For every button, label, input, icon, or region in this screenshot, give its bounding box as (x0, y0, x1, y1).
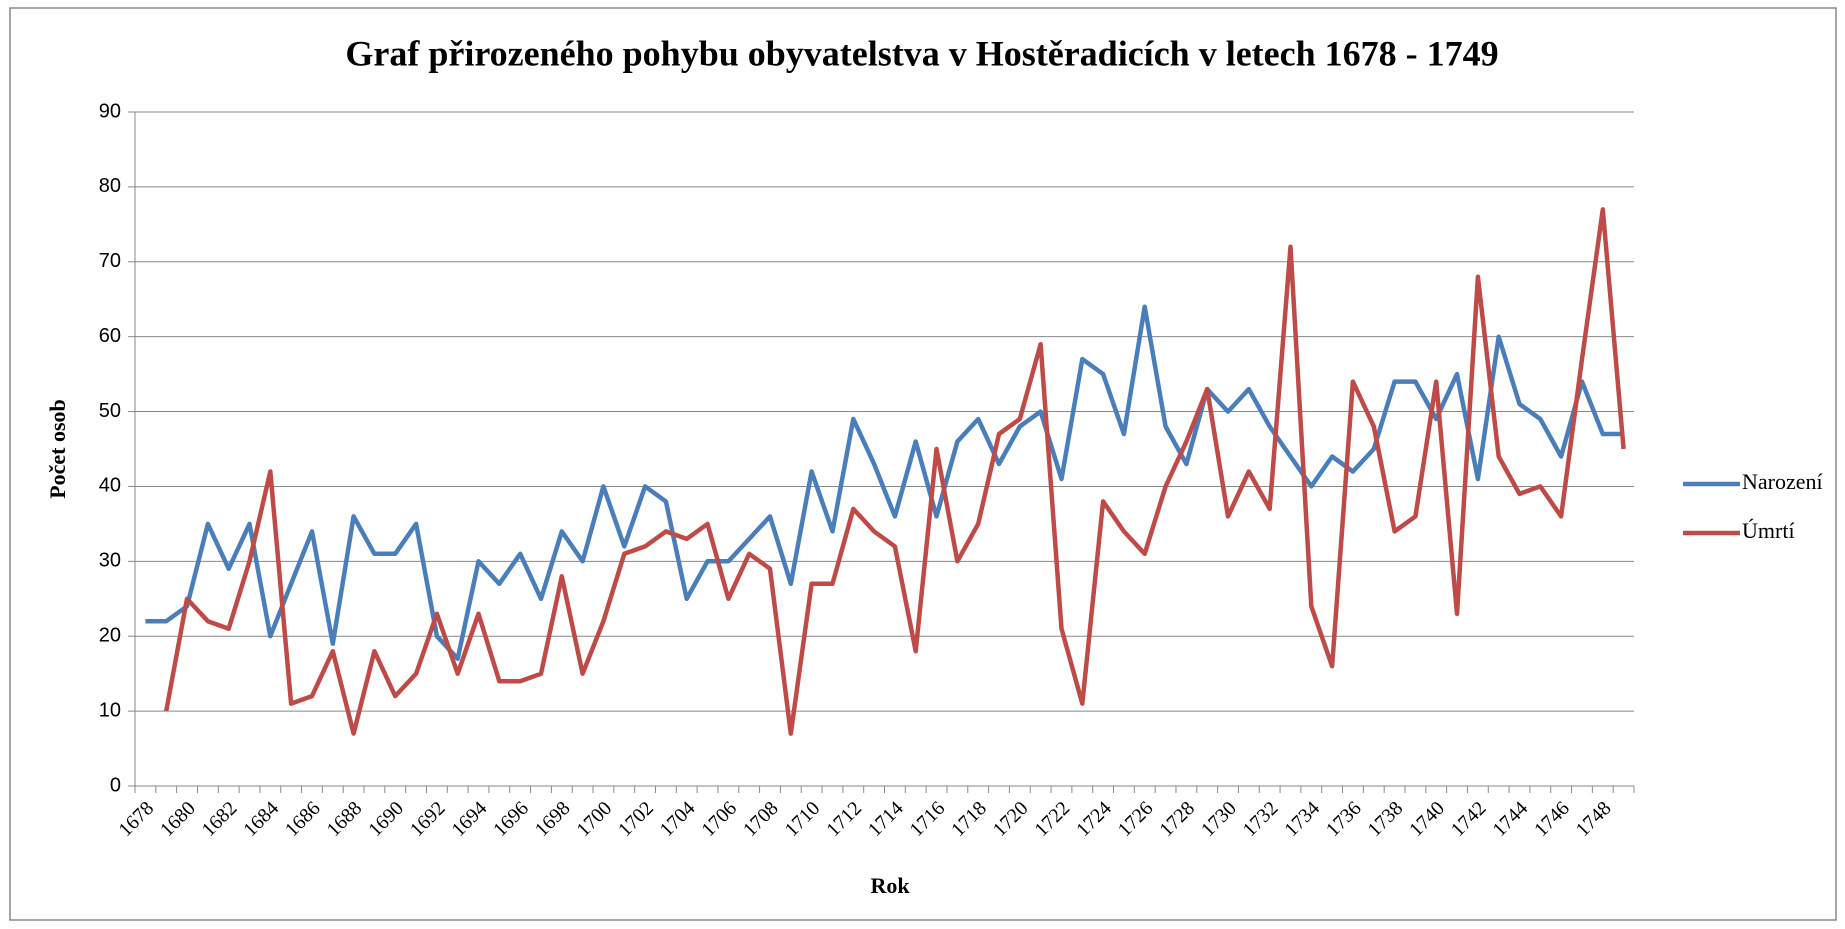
y-tick-label: 50 (99, 400, 121, 422)
y-tick-label: 40 (99, 475, 121, 497)
y-tick-label: 70 (99, 250, 121, 272)
x-axis-label: Rok (870, 873, 910, 898)
y-tick-label: 60 (99, 325, 121, 347)
y-tick-label: 30 (99, 550, 121, 572)
y-tick-label: 0 (110, 774, 121, 796)
y-tick-label: 80 (99, 175, 121, 197)
y-axis-label: Počet osob (45, 399, 70, 499)
legend-label: Úmrtí (1742, 518, 1795, 543)
y-tick-label: 20 (99, 625, 121, 647)
legend-label: Narození (1742, 469, 1823, 494)
data-line (163, 207, 1626, 736)
y-tick-label: 90 (99, 100, 121, 122)
y-tick-label: 10 (99, 699, 121, 721)
chart-title: Graf přirozeného pohybu obyvatelstva v H… (345, 33, 1498, 73)
